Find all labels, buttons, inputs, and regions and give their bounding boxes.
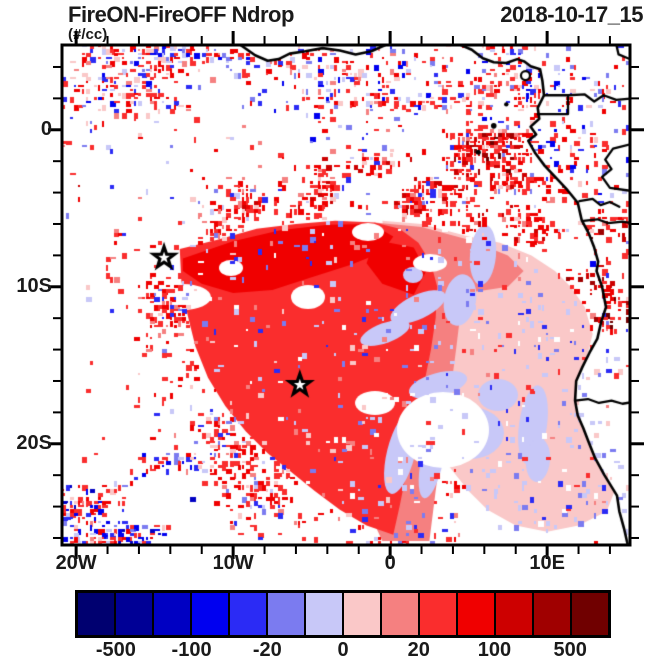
units-label: (#/cc) <box>68 26 108 43</box>
x-tick-label: 10W <box>212 552 254 574</box>
colorbar-tick-label: -100 <box>171 639 212 661</box>
colorbar-cell <box>342 593 380 635</box>
colorbar-tick-label: 0 <box>337 639 349 661</box>
x-tick-label: 20W <box>55 552 97 574</box>
colorbar-cell <box>570 593 608 635</box>
plot-title: FireON-FireOFF Ndrop <box>68 2 294 27</box>
colorbar-cell <box>228 593 266 635</box>
colorbar-cell <box>152 593 190 635</box>
colorbar-cell <box>380 593 418 635</box>
x-tick-label: 10E <box>529 552 565 574</box>
plot-timestamp: 2018-10-17_15 <box>500 2 643 27</box>
map-field-canvas <box>62 45 630 545</box>
colorbar-tick-label: -500 <box>95 639 136 661</box>
x-tick-label: 0 <box>384 552 396 574</box>
colorbar-cell <box>532 593 570 635</box>
colorbar-cell <box>266 593 304 635</box>
colorbar-cell <box>418 593 456 635</box>
colorbar-cell <box>114 593 152 635</box>
colorbar-cell <box>304 593 342 635</box>
y-tick-label: 10S <box>16 274 52 297</box>
colorbar-tick-label: -20 <box>252 639 282 661</box>
y-tick-label: 20S <box>16 431 52 454</box>
colorbar-tick-label: 500 <box>553 639 587 661</box>
colorbar-cell <box>190 593 228 635</box>
colorbar-tick-label: 20 <box>407 639 430 661</box>
colorbar-tick-label: 100 <box>477 639 512 661</box>
colorbar-cell <box>78 593 114 635</box>
colorbar-cell <box>456 593 494 635</box>
colorbar-cell <box>494 593 532 635</box>
y-tick-label: 0 <box>40 117 52 140</box>
colorbar <box>75 590 611 638</box>
